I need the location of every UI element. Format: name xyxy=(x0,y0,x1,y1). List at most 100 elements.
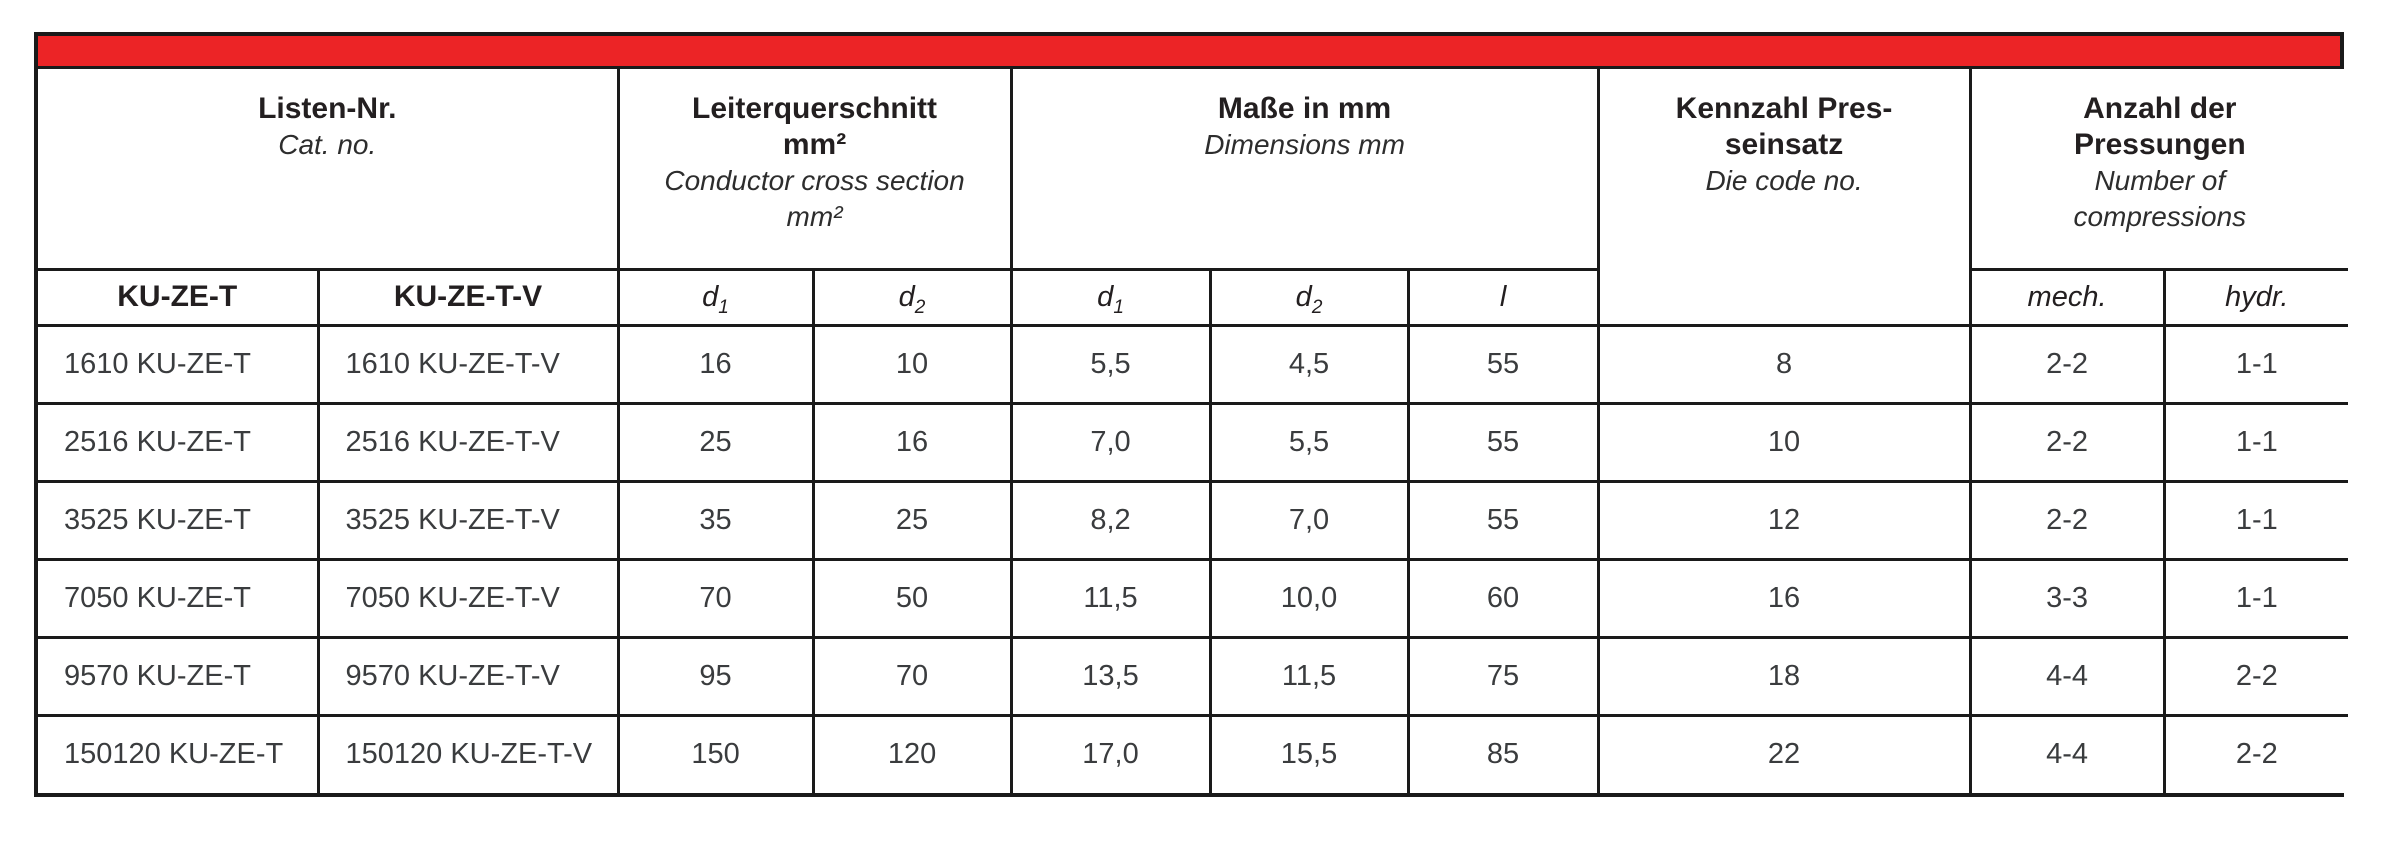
cell-dim-d1: 17,0 xyxy=(1009,713,1212,793)
cell-die-code: 8 xyxy=(1596,323,1972,405)
column-group-conductor-cross-section: Leiterquerschnitt mm² Conductor cross se… xyxy=(616,69,1013,271)
cell-die-code: 22 xyxy=(1596,713,1972,793)
cell-cross-d1: 150 xyxy=(616,713,815,793)
cell-dim-d2: 15,5 xyxy=(1208,713,1410,793)
cell-cat2: 150120 KU-ZE-T-V xyxy=(316,713,620,793)
column-group-dimensions: Maße in mm Dimensions mm xyxy=(1009,69,1600,271)
cell-dim-d1: 7,0 xyxy=(1009,401,1212,483)
cell-mech: 3-3 xyxy=(1968,557,2166,639)
cell-cat1: 1610 KU-ZE-T xyxy=(38,323,320,405)
cross-section-label-de-line1: Leiterquerschnitt xyxy=(692,92,938,125)
cell-cat2: 7050 KU-ZE-T-V xyxy=(316,557,620,639)
cell-mech: 2-2 xyxy=(1968,323,2166,405)
compressions-label-de-line2: Pressungen xyxy=(2073,128,2246,161)
cell-cat1: 2516 KU-ZE-T xyxy=(38,401,320,483)
cell-die-code: 16 xyxy=(1596,557,1972,639)
cell-cat2: 1610 KU-ZE-T-V xyxy=(316,323,620,405)
subheader-cross-d1: d1 xyxy=(616,267,815,327)
cell-die-code: 12 xyxy=(1596,479,1972,561)
subheader-ku-ze-t: KU-ZE-T xyxy=(38,267,320,327)
cat-no-label-en: Cat. no. xyxy=(278,129,377,160)
cell-cat1: 7050 KU-ZE-T xyxy=(38,557,320,639)
cell-cross-d1: 16 xyxy=(616,323,815,405)
subheader-dim-d1: d1 xyxy=(1009,267,1212,327)
cat-no-label-de: Listen-Nr. xyxy=(258,92,397,125)
subheader-cross-d2: d2 xyxy=(811,267,1013,327)
cell-cat2: 9570 KU-ZE-T-V xyxy=(316,635,620,717)
table-row: 3525 KU-ZE-T 3525 KU-ZE-T-V 35 25 8,2 7,… xyxy=(38,479,2349,561)
table-row: 7050 KU-ZE-T 7050 KU-ZE-T-V 70 50 11,5 1… xyxy=(38,557,2349,639)
cell-hydr: 2-2 xyxy=(2162,635,2349,717)
subheader-length: l xyxy=(1406,267,1600,327)
cell-dim-l: 55 xyxy=(1406,401,1600,483)
cell-dim-d1: 13,5 xyxy=(1009,635,1212,717)
cell-cross-d2: 16 xyxy=(811,401,1013,483)
table-row: 1610 KU-ZE-T 1610 KU-ZE-T-V 16 10 5,5 4,… xyxy=(38,323,2349,405)
cell-cross-d1: 35 xyxy=(616,479,815,561)
sub-header-row: KU-ZE-T KU-ZE-T-V d1 d2 d1 d2 l mech. hy… xyxy=(38,267,2349,327)
compressions-label-de-line1: Anzahl der xyxy=(2083,92,2237,125)
column-group-compressions: Anzahl der Pressungen Number of compress… xyxy=(1968,69,2349,271)
cell-cat1: 9570 KU-ZE-T xyxy=(38,635,320,717)
cell-dim-l: 55 xyxy=(1406,479,1600,561)
cell-dim-d2: 5,5 xyxy=(1208,401,1410,483)
cell-cross-d2: 120 xyxy=(811,713,1013,793)
cross-section-label-en-line1: Conductor cross section xyxy=(664,165,965,196)
cell-dim-l: 85 xyxy=(1406,713,1600,793)
cell-mech: 4-4 xyxy=(1968,635,2166,717)
cell-cross-d1: 70 xyxy=(616,557,815,639)
cell-dim-l: 55 xyxy=(1406,323,1600,405)
dimensions-label-de: Maße in mm xyxy=(1217,92,1392,125)
cell-dim-d1: 8,2 xyxy=(1009,479,1212,561)
cross-section-label-en-line2: mm² xyxy=(786,201,843,232)
cell-cat2: 2516 KU-ZE-T-V xyxy=(316,401,620,483)
cell-mech: 2-2 xyxy=(1968,479,2166,561)
cell-cross-d2: 25 xyxy=(811,479,1013,561)
cell-hydr: 1-1 xyxy=(2162,479,2349,561)
subheader-mech: mech. xyxy=(1968,267,2166,327)
table-row: 9570 KU-ZE-T 9570 KU-ZE-T-V 95 70 13,5 1… xyxy=(38,635,2349,717)
cell-hydr: 1-1 xyxy=(2162,323,2349,405)
cross-section-label-de-line2: mm² xyxy=(782,128,847,161)
cell-die-code: 18 xyxy=(1596,635,1972,717)
cell-dim-d2: 4,5 xyxy=(1208,323,1410,405)
group-header-row: Listen-Nr. Cat. no. Leiterquerschnitt mm… xyxy=(38,69,2349,327)
cell-hydr: 1-1 xyxy=(2162,557,2349,639)
cell-dim-d1: 5,5 xyxy=(1009,323,1212,405)
column-group-cat-no: Listen-Nr. Cat. no. xyxy=(38,69,620,271)
cell-dim-d2: 11,5 xyxy=(1208,635,1410,717)
die-code-label-en: Die code no. xyxy=(1705,165,1863,196)
cell-cat1: 3525 KU-ZE-T xyxy=(38,479,320,561)
cell-dim-d2: 10,0 xyxy=(1208,557,1410,639)
cell-die-code: 10 xyxy=(1596,401,1972,483)
cell-cross-d2: 10 xyxy=(811,323,1013,405)
cell-cross-d2: 70 xyxy=(811,635,1013,717)
dimensions-label-en: Dimensions mm xyxy=(1204,129,1405,160)
cell-hydr: 2-2 xyxy=(2162,713,2349,793)
subheader-dim-d2: d2 xyxy=(1208,267,1410,327)
die-code-label-de-line2: seinsatz xyxy=(1724,128,1844,161)
cell-dim-d2: 7,0 xyxy=(1208,479,1410,561)
compressions-label-en-line1: Number of xyxy=(2094,165,2226,196)
cell-dim-l: 60 xyxy=(1406,557,1600,639)
die-code-label-de-line1: Kennzahl Pres- xyxy=(1675,92,1893,125)
cell-mech: 4-4 xyxy=(1968,713,2166,793)
subheader-hydr: hydr. xyxy=(2162,267,2349,327)
table-row: 2516 KU-ZE-T 2516 KU-ZE-T-V 25 16 7,0 5,… xyxy=(38,401,2349,483)
cell-cat2: 3525 KU-ZE-T-V xyxy=(316,479,620,561)
cell-dim-l: 75 xyxy=(1406,635,1600,717)
table-title-band xyxy=(38,36,2340,69)
spec-table: Listen-Nr. Cat. no. Leiterquerschnitt mm… xyxy=(38,69,2349,793)
column-group-die-code: Kennzahl Pres- seinsatz Die code no. xyxy=(1596,69,1972,327)
cell-hydr: 1-1 xyxy=(2162,401,2349,483)
compressions-label-en-line2: compressions xyxy=(2073,201,2247,232)
table-row: 150120 KU-ZE-T 150120 KU-ZE-T-V 150 120 … xyxy=(38,713,2349,793)
product-table: Listen-Nr. Cat. no. Leiterquerschnitt mm… xyxy=(34,32,2349,797)
cell-cross-d1: 95 xyxy=(616,635,815,717)
cell-dim-d1: 11,5 xyxy=(1009,557,1212,639)
cell-cross-d1: 25 xyxy=(616,401,815,483)
cell-cat1: 150120 KU-ZE-T xyxy=(38,713,320,793)
cell-cross-d2: 50 xyxy=(811,557,1013,639)
subheader-ku-ze-t-v: KU-ZE-T-V xyxy=(316,267,620,327)
